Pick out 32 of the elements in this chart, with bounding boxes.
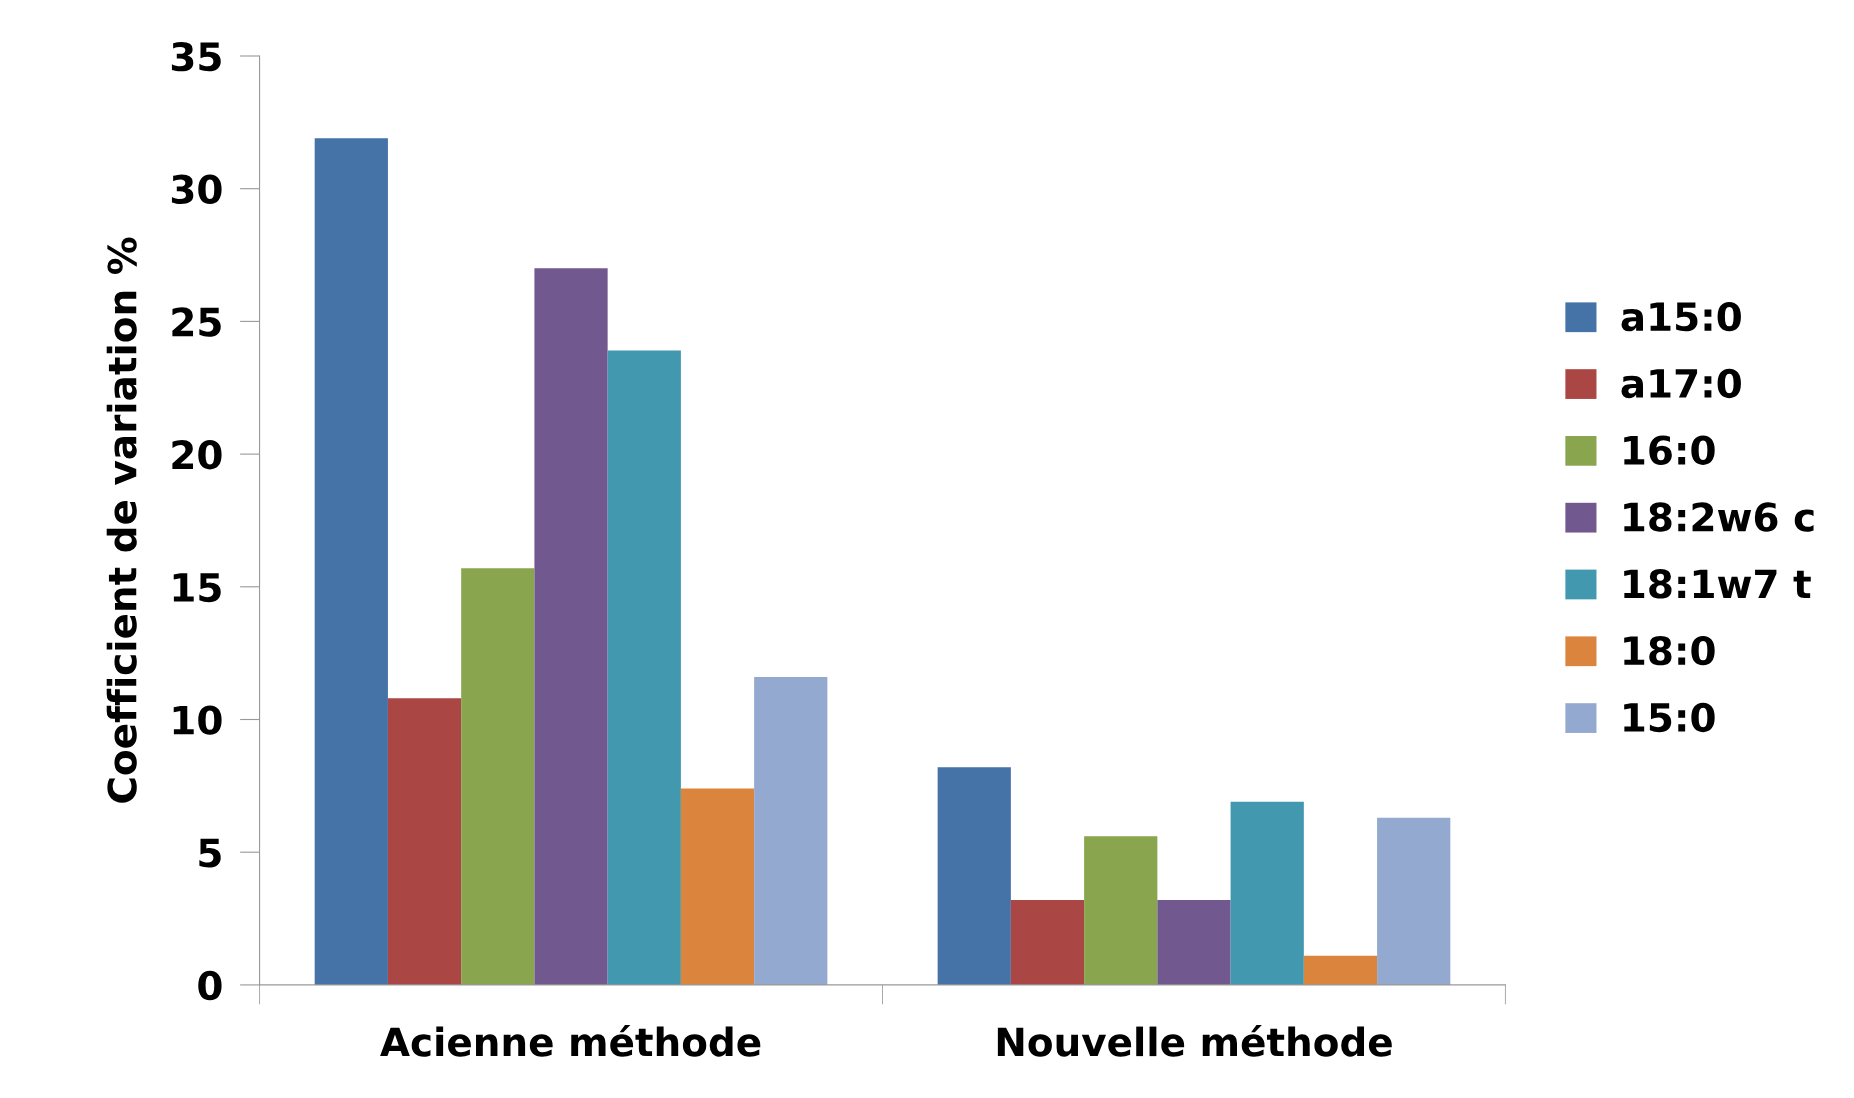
y-tick-label: 10 xyxy=(173,705,222,735)
legend-label: 18:0 xyxy=(1624,635,1715,666)
bar xyxy=(387,698,462,985)
x-tick-label: Acienne méthode xyxy=(380,1025,761,1057)
y-tick-label: 35 xyxy=(171,41,221,72)
y-tick-label: 25 xyxy=(172,307,221,337)
y-tick-label: 20 xyxy=(172,440,222,470)
bar xyxy=(680,788,755,985)
bar xyxy=(754,677,828,985)
y-tick-label: 30 xyxy=(171,174,222,205)
legend-label: a15:0 xyxy=(1621,301,1741,332)
bar xyxy=(1377,817,1451,985)
bar xyxy=(314,138,388,985)
legend-label: 16:0 xyxy=(1624,435,1715,465)
x-tick-label: Nouvelle méthode xyxy=(997,1025,1392,1057)
y-tick-label: 15 xyxy=(173,573,221,603)
bar xyxy=(1303,955,1378,985)
bar xyxy=(1230,801,1304,985)
y-tick-label: 5 xyxy=(199,838,221,868)
y-tick-label: 0 xyxy=(198,970,222,1001)
legend-label: a17:0 xyxy=(1621,368,1741,399)
bar xyxy=(1010,899,1085,985)
legend-label: 18:1w7 t xyxy=(1624,569,1811,599)
legend-label: 18:2w6 c xyxy=(1624,502,1814,532)
bar xyxy=(1157,899,1231,985)
bar xyxy=(937,767,1011,985)
legend-label: 15:0 xyxy=(1624,702,1715,733)
bar xyxy=(1084,836,1158,985)
y-axis-title: Coefficient de variation % xyxy=(106,237,137,803)
bar xyxy=(607,350,681,985)
bar xyxy=(534,268,608,985)
bar xyxy=(461,568,535,985)
